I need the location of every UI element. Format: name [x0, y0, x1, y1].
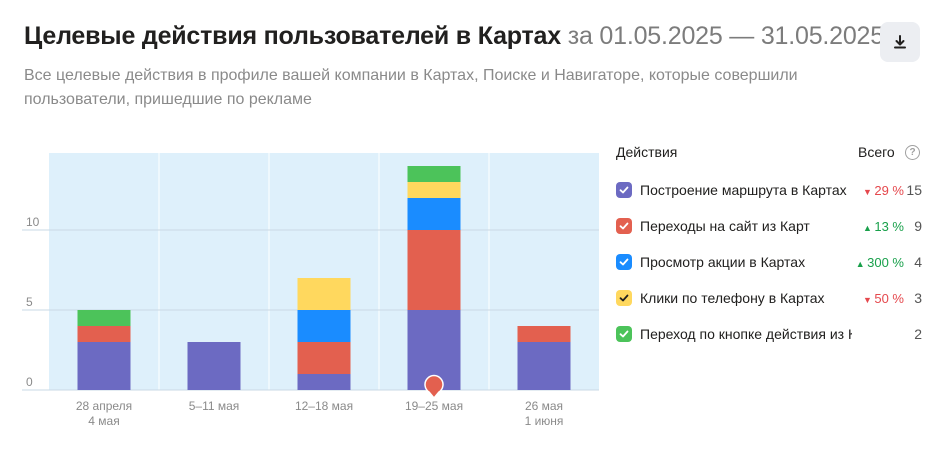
check-icon: [619, 294, 629, 302]
legend-item-label: Переходы на сайт из Карт: [640, 218, 810, 234]
legend-checkbox[interactable]: [616, 254, 632, 270]
bar-segment: [297, 374, 351, 390]
legend-item-total: 9: [914, 218, 922, 234]
legend-item-label: Просмотр акции в Картах: [640, 254, 806, 270]
legend-item-change: ▲ 13 %: [863, 219, 904, 234]
event-marker-icon: [424, 374, 444, 400]
chart-legend: Действия Всего ? Построение маршрута в К…: [616, 144, 926, 342]
legend-checkbox[interactable]: [616, 218, 632, 234]
bar-segment: [407, 182, 461, 198]
legend-item-total: 2: [914, 326, 922, 342]
title-main: Целевые действия пользователей в Картах: [24, 22, 561, 50]
x-tick-label: 19–25 мая: [405, 399, 463, 413]
x-tick-label: 5–11 мая: [189, 399, 240, 413]
legend-item-change: ▲ 300 %: [856, 255, 904, 270]
bar-segment: [297, 310, 351, 342]
y-tick-label: 0: [26, 375, 33, 389]
y-tick-label: 5: [26, 295, 33, 309]
check-icon: [619, 186, 629, 194]
bar-segment: [187, 342, 241, 390]
legend-item-label: Переход по кнопке действия из Карт: [640, 326, 852, 342]
legend-checkbox[interactable]: [616, 290, 632, 306]
legend-item[interactable]: Клики по телефону в Картах ▼ 50 % 3: [616, 288, 926, 308]
check-icon: [619, 330, 629, 338]
arrow-down-icon: ▼: [862, 295, 875, 305]
x-tick-label: 4 мая: [88, 414, 119, 428]
bar-segment: [297, 342, 351, 374]
x-tick-label: 26 мая: [525, 399, 563, 413]
legend-item-total: 4: [914, 254, 922, 270]
bar-segment: [297, 278, 351, 310]
legend-item[interactable]: Переход по кнопке действия из Карт 2: [616, 324, 926, 344]
legend-checkbox[interactable]: [616, 182, 632, 198]
bar-segment: [77, 326, 131, 342]
download-icon: [894, 35, 906, 49]
bar-segment: [517, 326, 571, 342]
legend-item[interactable]: Построение маршрута в Картах ▼ 29 % 15: [616, 180, 926, 200]
bar-segment: [77, 310, 131, 326]
legend-item[interactable]: Просмотр акции в Картах ▲ 300 % 4: [616, 252, 926, 272]
legend-item-label: Клики по телефону в Картах: [640, 290, 825, 306]
legend-checkbox[interactable]: [616, 326, 632, 342]
x-tick-label: 12–18 мая: [295, 399, 353, 413]
legend-item-change-value: 13 %: [874, 219, 904, 234]
arrow-up-icon: ▲: [862, 223, 875, 233]
legend-item-change-value: 29 %: [874, 183, 904, 198]
bar-segment: [77, 342, 131, 390]
bar-segment: [517, 342, 571, 390]
help-icon[interactable]: ?: [905, 145, 920, 160]
x-tick-label: 28 апреля: [76, 399, 132, 413]
page-subtitle: Все целевые действия в профиле вашей ком…: [24, 67, 798, 108]
legend-actions-header: Действия: [616, 144, 678, 160]
y-tick-label: 10: [26, 215, 40, 229]
legend-total-header: Всего: [858, 144, 895, 160]
arrow-down-icon: ▼: [862, 187, 875, 197]
bar-segment: [407, 166, 461, 182]
legend-item-change-value: 300 %: [867, 255, 904, 270]
bar-segment: [407, 198, 461, 230]
check-icon: [619, 258, 629, 266]
legend-item[interactable]: Переходы на сайт из Карт ▲ 13 % 9: [616, 216, 926, 236]
legend-item-total: 15: [906, 182, 922, 198]
check-icon: [619, 222, 629, 230]
arrow-up-icon: ▲: [855, 259, 868, 269]
bar-segment: [407, 230, 461, 310]
title-period: за 01.05.2025 — 31.05.2025: [567, 22, 884, 50]
legend-item-change-value: 50 %: [874, 291, 904, 306]
legend-item-total: 3: [914, 290, 922, 306]
legend-item-label: Построение маршрута в Картах: [640, 182, 847, 198]
legend-item-change: ▼ 29 %: [863, 183, 904, 198]
download-button[interactable]: [880, 22, 920, 62]
page-title: Целевые действия пользователей в Картах …: [24, 22, 884, 51]
legend-item-change: ▼ 50 %: [863, 291, 904, 306]
legend-header: Действия Всего ?: [616, 144, 926, 164]
x-tick-label: 1 июня: [525, 414, 564, 428]
